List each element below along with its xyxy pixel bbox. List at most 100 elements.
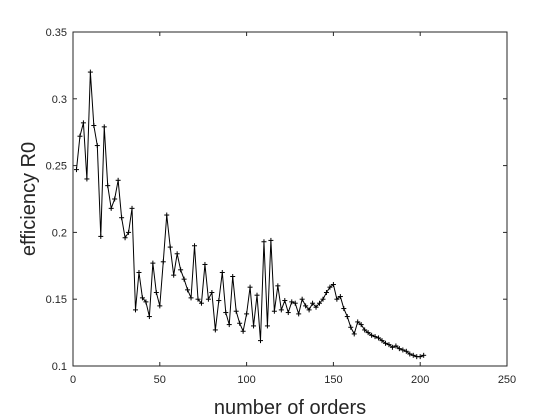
data-point <box>226 322 232 328</box>
data-point <box>289 299 295 305</box>
data-point <box>188 295 194 301</box>
data-point <box>369 332 375 338</box>
data-point <box>299 296 305 302</box>
data-point <box>341 306 347 312</box>
data-point <box>119 215 125 221</box>
data-point <box>382 340 388 346</box>
data-point <box>91 123 97 129</box>
data-point <box>365 330 371 336</box>
data-point <box>136 269 142 275</box>
data-point <box>73 167 79 173</box>
x-tick-label: 50 <box>154 374 166 386</box>
data-point <box>275 283 281 289</box>
y-tick-label: 0.35 <box>46 27 67 39</box>
data-point <box>77 133 83 139</box>
x-tick-label: 200 <box>411 374 429 386</box>
data-point <box>327 284 333 290</box>
data-point <box>358 322 364 328</box>
data-point <box>251 323 257 329</box>
data-point <box>171 272 177 278</box>
data-point <box>223 310 229 316</box>
x-tick-label: 0 <box>70 374 76 386</box>
data-point <box>209 290 215 296</box>
data-point <box>219 269 225 275</box>
y-tick-label: 0.15 <box>46 294 67 306</box>
data-point <box>362 327 368 333</box>
data-point <box>355 319 361 325</box>
data-point <box>202 261 208 267</box>
data-point <box>348 324 354 330</box>
x-tick-label: 150 <box>324 374 342 386</box>
data-point <box>271 308 277 314</box>
data-point <box>233 308 239 314</box>
data-point <box>237 320 243 326</box>
data-point <box>376 335 382 341</box>
data-point <box>84 176 90 182</box>
data-point <box>181 276 187 282</box>
data-point <box>400 347 406 353</box>
series-line <box>75 72 424 358</box>
data-point <box>389 344 395 350</box>
data-point <box>254 292 260 298</box>
y-tick-label: 0.3 <box>52 94 67 106</box>
data-point <box>351 331 357 337</box>
data-point <box>285 310 291 316</box>
data-point <box>344 314 350 320</box>
data-point <box>167 244 173 250</box>
data-point <box>212 327 218 333</box>
data-layer <box>73 69 427 360</box>
data-point <box>195 296 201 302</box>
data-point <box>115 177 121 183</box>
data-point <box>393 343 399 349</box>
data-point <box>205 296 211 302</box>
data-point <box>129 205 135 211</box>
data-point <box>101 124 107 130</box>
data-point <box>139 295 145 301</box>
data-point <box>230 273 236 279</box>
data-point <box>150 260 156 266</box>
data-point <box>417 354 423 360</box>
data-point <box>421 352 427 358</box>
data-point <box>410 352 416 358</box>
data-point <box>80 120 86 126</box>
data-point <box>178 267 184 273</box>
data-point <box>310 300 316 306</box>
data-point <box>105 183 111 189</box>
data-point <box>386 342 392 348</box>
data-point <box>157 303 163 309</box>
data-point <box>317 300 323 306</box>
data-point <box>306 307 312 313</box>
data-point <box>98 233 104 239</box>
data-point <box>108 205 114 211</box>
data-point <box>372 334 378 340</box>
data-point <box>240 328 246 334</box>
data-point <box>143 299 149 305</box>
axes-box <box>72 31 508 367</box>
data-point <box>247 284 253 290</box>
data-point <box>323 290 329 296</box>
data-point <box>268 237 274 243</box>
data-point <box>198 300 204 306</box>
data-point <box>282 298 288 304</box>
data-point <box>313 304 319 310</box>
data-point <box>337 294 343 300</box>
x-tick-label: 100 <box>237 374 255 386</box>
data-point <box>403 348 409 354</box>
y-tick-label: 0.25 <box>46 161 67 173</box>
data-point <box>264 323 270 329</box>
data-point <box>122 235 128 241</box>
data-point <box>379 338 385 344</box>
x-tick-label: 250 <box>498 374 516 386</box>
x-axis-label: number of orders <box>214 397 366 419</box>
data-point <box>132 307 138 313</box>
data-point <box>174 251 180 257</box>
data-point <box>296 311 302 317</box>
data-point <box>185 287 191 293</box>
ticks-layer: 0 50 100 150 200 250 0.1 0.15 0.2 0.25 0.3 0.35 <box>46 27 517 386</box>
data-point <box>396 346 402 352</box>
data-point <box>407 351 413 357</box>
data-point <box>292 300 298 306</box>
data-point <box>303 303 309 309</box>
